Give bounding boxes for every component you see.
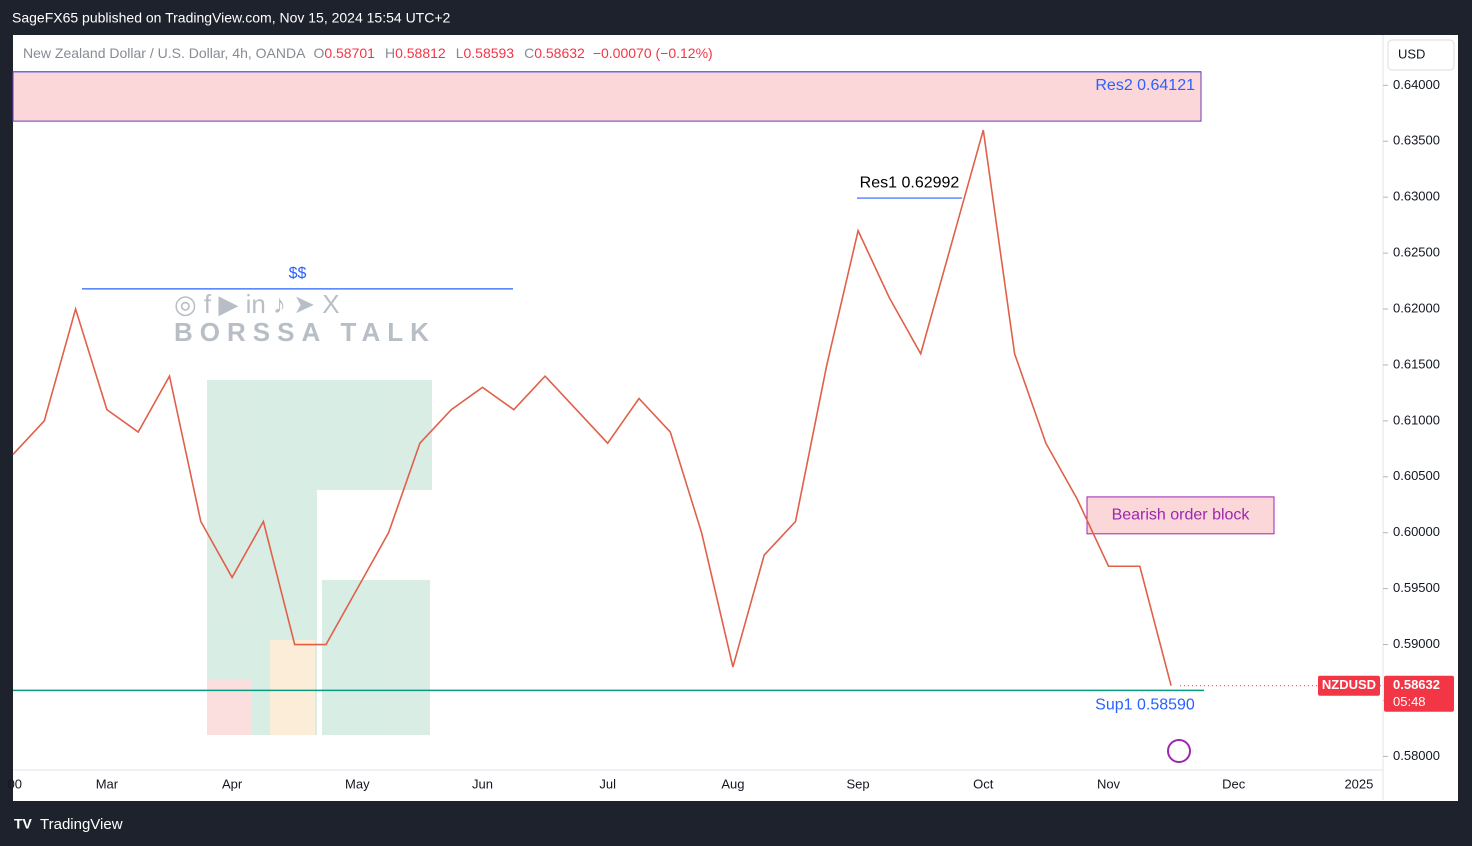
ohlc-value: 0.58593 (463, 45, 514, 61)
annotation: Sup1 0.58590 (1095, 697, 1195, 714)
symbol: NZDUSD (1322, 677, 1376, 692)
y-tick-label: 0.60000 (1393, 524, 1440, 539)
y-tick-label: 0.64000 (1393, 77, 1440, 92)
y-tick-label: 0.59000 (1393, 636, 1440, 651)
y-tick-label: 0.62000 (1393, 300, 1440, 315)
x-tick-label: Sep (847, 776, 870, 791)
header-title: SageFX65 published on TradingView.com, N… (12, 10, 451, 26)
ohlc-value: 0.58701 (324, 45, 375, 61)
change: −0.00070 (−0.12%) (593, 45, 713, 61)
watermark-icons: ◎ f ▶ in ♪ ➤ X (174, 289, 340, 319)
annotation: $$ (289, 265, 307, 282)
annotation: Bearish order block (1112, 507, 1251, 524)
ohlc-key: H (385, 45, 395, 61)
ohlc-key: L (456, 45, 464, 61)
y-tick-label: 0.58000 (1393, 748, 1440, 763)
y-tick-label: 0.61500 (1393, 356, 1440, 371)
legend-title: New Zealand Dollar / U.S. Dollar, 4h, OA… (23, 45, 306, 61)
ohlc-value: 0.58812 (395, 45, 446, 61)
symbol-badge (1318, 675, 1380, 696)
chart-panel (13, 35, 1458, 801)
x-tick-label: Jun (472, 776, 493, 791)
currency: USD (1398, 46, 1425, 61)
last-price: 0.58632 (1393, 677, 1440, 692)
x-tick-label: Apr (222, 776, 243, 791)
annotation: Res2 0.64121 (1095, 77, 1195, 94)
zone (1086, 496, 1275, 535)
watermark: BORSSA TALK (174, 317, 436, 347)
footer-logo: TV (14, 816, 33, 832)
x-tick-label: 2025 (1344, 776, 1373, 791)
x-tick-label: :00 (4, 776, 22, 791)
x-tick-label: Oct (973, 776, 994, 791)
countdown: 05:48 (1393, 694, 1426, 709)
x-tick-label: Nov (1097, 776, 1121, 791)
y-tick-label: 0.61000 (1393, 412, 1440, 427)
y-tick-label: 0.63500 (1393, 133, 1440, 148)
x-tick-label: Dec (1222, 776, 1246, 791)
y-tick-label: 0.59500 (1393, 580, 1440, 595)
legend: New Zealand Dollar / U.S. Dollar, 4h, OA… (23, 45, 713, 61)
currency-box[interactable] (1387, 39, 1455, 71)
price-badge (1384, 675, 1454, 712)
y-tick-label: 0.62500 (1393, 245, 1440, 260)
ohlc-key: C (524, 45, 534, 61)
zone (12, 71, 1202, 122)
annotation: Res1 0.62992 (860, 174, 960, 191)
x-tick-label: Mar (96, 776, 119, 791)
alert-icon (1167, 739, 1191, 763)
watermark-logo (207, 380, 432, 735)
y-tick-label: 0.63000 (1393, 189, 1440, 204)
x-tick-label: Aug (721, 776, 744, 791)
footer-brand: TradingView (40, 816, 123, 833)
x-tick-label: Jul (599, 776, 616, 791)
price-line (12, 129, 1172, 686)
ohlc-value: 0.58632 (534, 45, 585, 61)
y-tick-label: 0.60500 (1393, 468, 1440, 483)
x-tick-label: May (345, 776, 370, 791)
ohlc-key: O (313, 45, 324, 61)
